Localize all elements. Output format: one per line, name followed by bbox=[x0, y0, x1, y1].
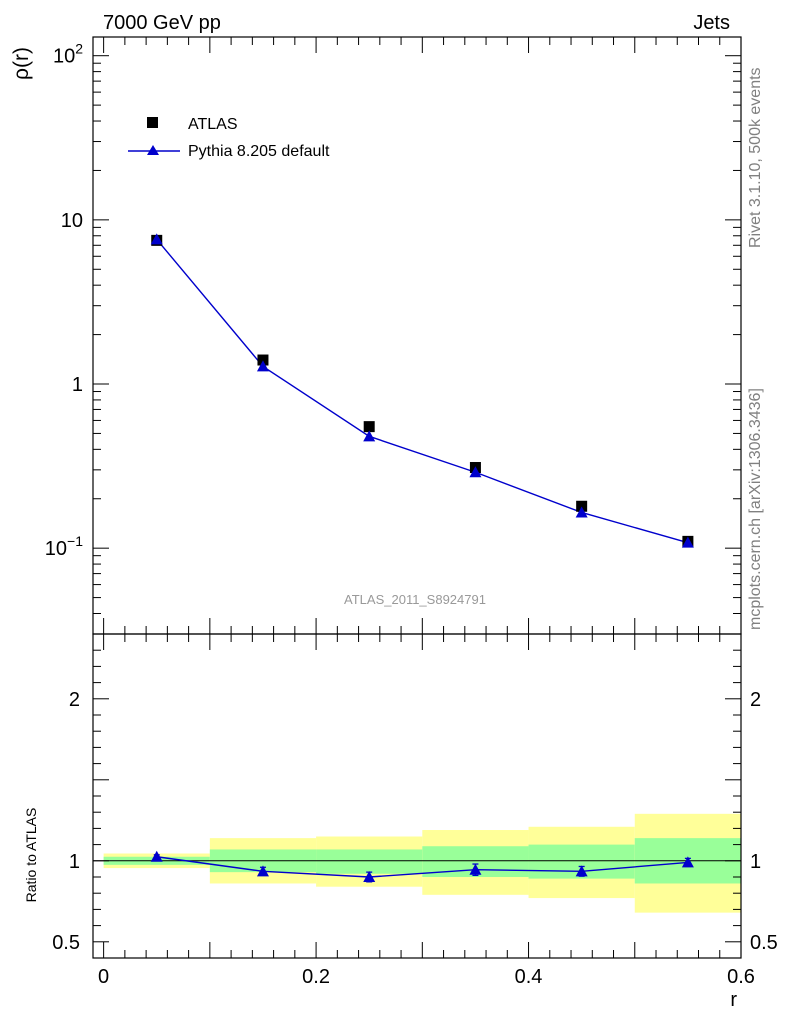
rivet-version-label: Rivet 3.1.10, 500k events bbox=[747, 67, 764, 248]
ratio-y-tick-label-left: 2 bbox=[69, 689, 80, 711]
ratio-point bbox=[469, 863, 482, 875]
ratio-y-tick-label-right: 0.5 bbox=[750, 932, 778, 954]
x-tick-label: 0.6 bbox=[727, 966, 755, 988]
ratio-point bbox=[575, 865, 588, 877]
x-tick-label: 0 bbox=[98, 966, 109, 988]
header-category-label: Jets bbox=[693, 12, 730, 34]
legend-atlas-label: ATLAS bbox=[188, 116, 238, 133]
x-tick-label: 0.2 bbox=[302, 966, 330, 988]
main-panel: 10−1 1 10 102 ATLAS_2011_S8924791 ρ(r) ATLA… bbox=[10, 36, 742, 635]
legend-pythia-marker bbox=[147, 145, 159, 155]
ratio-point bbox=[150, 850, 163, 862]
header-process-label: 7000 GeV pp bbox=[103, 12, 221, 34]
ratio-y-tick-label-left: 1 bbox=[69, 851, 80, 873]
atlas-point bbox=[576, 500, 588, 512]
y-tick-label: 1 bbox=[72, 374, 83, 396]
y-tick-label: 102 bbox=[53, 41, 83, 68]
ratio-point bbox=[256, 865, 269, 877]
x-tick-label: 0.4 bbox=[515, 966, 543, 988]
pythia-point bbox=[363, 430, 376, 442]
atlas-point bbox=[363, 421, 375, 433]
pythia-point bbox=[469, 466, 482, 478]
legend-pythia-label: Pythia 8.205 default bbox=[188, 143, 330, 160]
ratio-panel: 0 0.2 0.4 0.6 0.5 0.5 1 1 2 2 Ratio to ATLAS r bbox=[23, 633, 778, 1011]
atlas-point bbox=[257, 354, 269, 366]
ratio-y-tick-label-left: 0.5 bbox=[52, 932, 80, 954]
pythia-point bbox=[150, 233, 163, 245]
ratio-y-tick-label-right: 2 bbox=[750, 689, 761, 711]
ratio-y-axis-label: Ratio to ATLAS bbox=[23, 808, 39, 903]
ratio-point bbox=[681, 856, 694, 868]
main-y-axis-label: ρ(r) bbox=[10, 47, 33, 80]
analysis-tag: ATLAS_2011_S8924791 bbox=[344, 592, 486, 607]
y-tick-label: 10 bbox=[61, 210, 83, 232]
legend-atlas-marker bbox=[147, 117, 158, 128]
ratio-y-tick-label-right: 1 bbox=[750, 851, 761, 873]
y-tick-label: 10−1 bbox=[45, 533, 83, 560]
pythia-point bbox=[681, 536, 694, 548]
ratio-point bbox=[363, 871, 376, 882]
legend: ATLAS Pythia 8.205 default bbox=[128, 116, 330, 160]
x-axis-label: r bbox=[730, 989, 737, 1011]
pythia-point bbox=[575, 506, 588, 518]
mcplots-source-label: mcplots.cern.ch [arXiv:1306.3436] bbox=[747, 388, 764, 630]
ratio-series-line bbox=[156, 856, 688, 878]
ratio-band-inner bbox=[316, 849, 423, 874]
pythia-point bbox=[256, 360, 269, 372]
pythia-line bbox=[156, 238, 689, 544]
